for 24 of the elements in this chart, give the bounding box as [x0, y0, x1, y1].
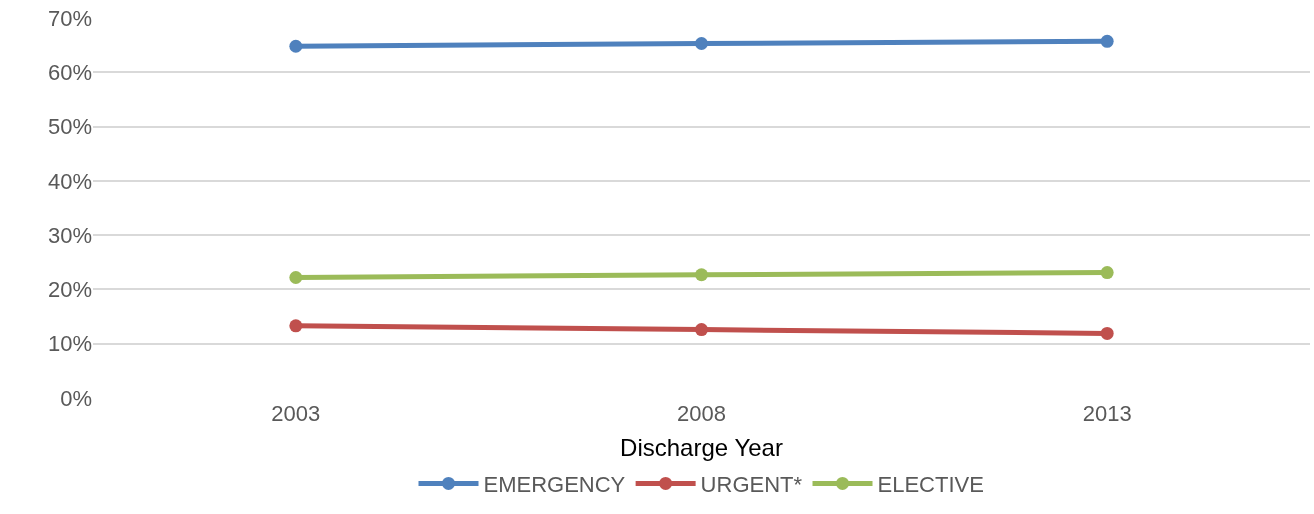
y-tick-label: 10% — [47, 331, 92, 357]
y-tick-label: 60% — [47, 59, 92, 85]
x-tick-label: 2008 — [677, 401, 726, 426]
point — [1100, 34, 1114, 48]
y-tick-label: 0% — [60, 385, 92, 411]
y-tick-label: 30% — [47, 222, 92, 248]
point — [695, 37, 708, 50]
point — [1100, 266, 1114, 280]
y-tick-label: 70% — [47, 5, 92, 31]
point — [695, 268, 708, 282]
x-tick-label: 2003 — [271, 401, 321, 426]
legend-label: ELECTIVE — [877, 471, 984, 497]
y-tick-label: 50% — [47, 114, 92, 140]
point — [289, 319, 303, 333]
point — [289, 39, 303, 53]
legend-label: EMERGENCY — [483, 471, 626, 497]
x-axis-title: Discharge Year — [620, 434, 783, 462]
x-tick-label: 2013 — [1082, 401, 1132, 426]
point — [1100, 326, 1114, 340]
y-tick-label: 40% — [47, 168, 92, 194]
point — [695, 323, 708, 337]
legend-label: URGENT* — [700, 471, 803, 497]
y-tick-label: 20% — [47, 277, 92, 303]
point — [289, 270, 303, 284]
